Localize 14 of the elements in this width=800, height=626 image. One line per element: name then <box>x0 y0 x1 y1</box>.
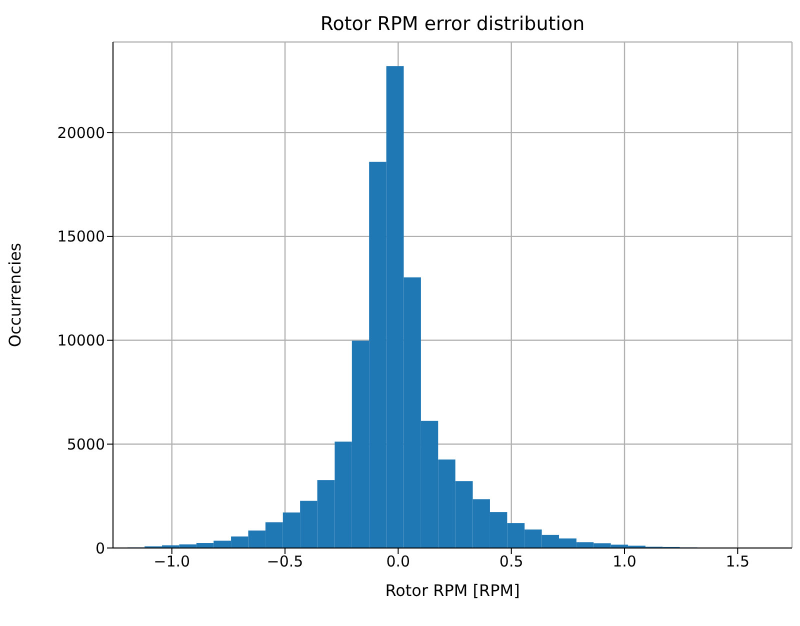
y-tick-label: 15000 <box>57 228 105 246</box>
y-tick-label: 20000 <box>57 124 105 142</box>
x-tick-label: 1.0 <box>612 552 636 571</box>
y-tick-label: 10000 <box>57 332 105 350</box>
y-axis-title: Occurrencies <box>6 242 25 348</box>
y-tick-label: 5000 <box>66 435 105 454</box>
x-tick-label: 0.0 <box>386 552 410 571</box>
x-tick-label: −1.0 <box>154 552 190 571</box>
y-tick-label: 0 <box>95 539 105 558</box>
x-tick-label: −0.5 <box>266 552 304 571</box>
x-axis-title: Rotor RPM [RPM] <box>385 581 520 600</box>
x-tick-label: 0.5 <box>499 552 524 571</box>
x-tick-label: 1.5 <box>726 552 750 571</box>
chart-title: Rotor RPM error distribution <box>320 13 585 35</box>
